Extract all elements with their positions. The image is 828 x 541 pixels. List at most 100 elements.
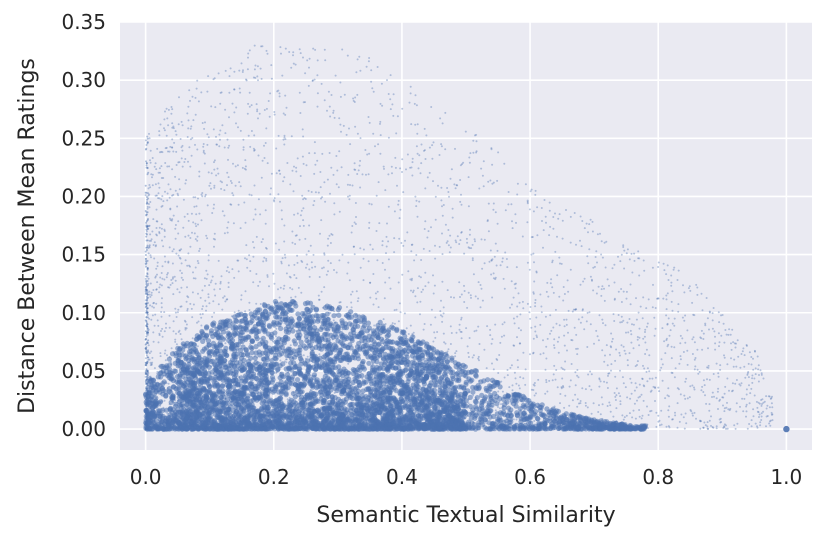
scatter-point (319, 359, 326, 366)
scatter-point (260, 311, 266, 317)
scatter-point (204, 324, 210, 330)
scatter-point (298, 339, 304, 345)
scatter-point (373, 347, 379, 353)
scatter-point (259, 339, 265, 345)
scatter-point (615, 422, 622, 428)
scatter-point (430, 423, 437, 429)
scatter-point (248, 355, 254, 361)
scatter-point (188, 379, 194, 385)
scatter-point (377, 365, 383, 371)
scatter-point (400, 341, 406, 347)
scatter-point (258, 319, 264, 325)
scatter-point (211, 320, 217, 326)
scatter-point (265, 380, 272, 386)
scatter-point (208, 328, 215, 334)
scatter-point (313, 313, 319, 319)
scatter-point (319, 343, 325, 349)
scatter-point (508, 413, 514, 419)
scatter-point (304, 392, 310, 398)
scatter-point (377, 319, 383, 325)
scatter-point (286, 327, 292, 333)
scatter-point (264, 347, 270, 354)
scatter-point (267, 398, 273, 404)
scatter-point (302, 301, 309, 307)
scatter-point (363, 379, 369, 385)
scatter-point (275, 366, 281, 372)
scatter-point (249, 350, 255, 356)
scatter-point (278, 301, 284, 307)
scatter-point (307, 300, 314, 306)
scatter-point (238, 378, 244, 384)
scatter-point (492, 382, 498, 388)
scatter-point (375, 372, 381, 378)
scatter-point (253, 376, 260, 382)
scatter-point (259, 370, 265, 376)
scatter-point (518, 419, 524, 425)
scatter-point (297, 347, 303, 353)
scatter-point (274, 314, 280, 320)
scatter-point (339, 318, 345, 324)
scatter-point (187, 345, 193, 351)
scatter-point (502, 401, 508, 407)
scatter-point (387, 415, 393, 421)
scatter-point (206, 409, 212, 416)
scatter-point (470, 407, 476, 413)
scatter-point (243, 377, 249, 383)
scatter-point (470, 389, 476, 395)
scatter-point (362, 335, 369, 341)
scatter-point (179, 373, 186, 380)
scatter-point (296, 413, 302, 419)
scatter-point (291, 348, 297, 354)
scatter-point (385, 329, 391, 335)
scatter-point (463, 379, 469, 385)
scatter-point (513, 403, 519, 409)
scatter-point (486, 400, 492, 406)
scatter-point (160, 381, 166, 387)
scatter-point (492, 397, 498, 403)
scatter-point (313, 306, 320, 312)
scatter-point (402, 382, 408, 388)
scatter-point (263, 316, 269, 322)
scatter-point (249, 402, 255, 408)
scatter-point (252, 395, 258, 401)
scatter-point (361, 402, 367, 408)
scatter-point (273, 384, 279, 390)
scatter-point (281, 425, 287, 431)
scatter-point (285, 336, 291, 342)
scatter-point (350, 412, 356, 418)
scatter-point (385, 407, 391, 413)
scatter-point (345, 370, 351, 376)
scatter-point (356, 401, 362, 408)
scatter-point (428, 352, 434, 358)
scatter-point (258, 418, 264, 424)
scatter-point (291, 360, 297, 366)
scatter-point (391, 384, 397, 391)
scatter-point (163, 369, 169, 375)
scatter-point (219, 383, 225, 389)
scatter-point (177, 345, 183, 352)
scatter-point (402, 425, 408, 432)
scatter-point (303, 330, 309, 336)
scatter-point (335, 307, 341, 313)
scatter-point (480, 408, 486, 414)
scatter-point (155, 408, 161, 414)
scatter-point (170, 384, 177, 390)
scatter-point (166, 356, 172, 362)
scatter-point (394, 340, 400, 346)
scatter-point (226, 406, 232, 412)
scatter-point (190, 388, 196, 394)
scatter-point (458, 384, 465, 390)
scatter-point (512, 391, 519, 397)
scatter-point (217, 355, 223, 362)
scatter-point (269, 374, 276, 380)
scatter-point (194, 421, 200, 427)
scatter-point (345, 379, 351, 385)
scatter-point (321, 318, 327, 324)
scatter-point (286, 348, 292, 354)
scatter-point (169, 423, 175, 429)
scatter-point (513, 398, 519, 405)
scatter-point (377, 377, 383, 383)
scatter-point (315, 407, 321, 413)
scatter-point (359, 373, 365, 379)
scatter-point (282, 317, 288, 323)
